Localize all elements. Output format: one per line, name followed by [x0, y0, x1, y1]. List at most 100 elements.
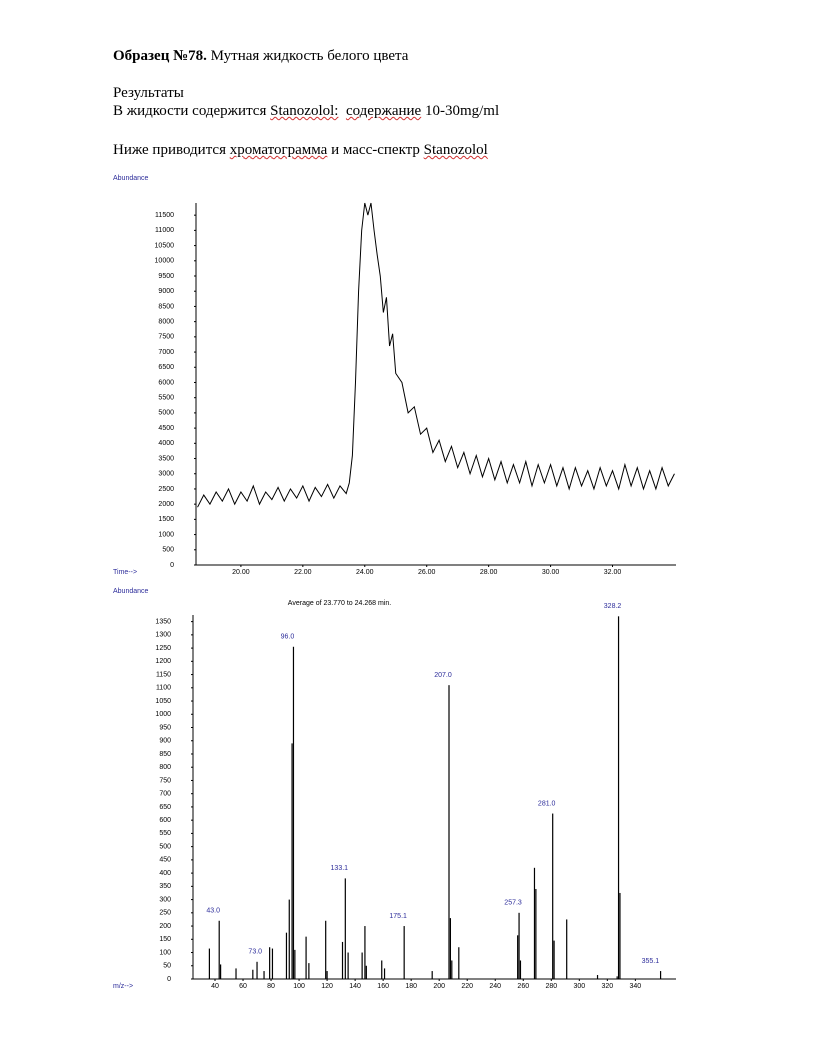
- bar: [292, 646, 295, 979]
- y-tick-label: 0: [170, 562, 174, 569]
- text: хроматограмма: [229, 142, 328, 158]
- bar: [519, 960, 522, 979]
- chromatogram-line: [197, 202, 675, 508]
- bar: [403, 926, 405, 979]
- intro-line: Ниже приводится хроматограмма и масс-спе…: [113, 142, 488, 159]
- y-tick-label: 500: [162, 547, 174, 554]
- bar: [659, 971, 662, 979]
- x-tick-label: 120: [321, 983, 333, 990]
- bar: [291, 743, 293, 979]
- bar: [431, 971, 433, 979]
- x-tick-label: 32.00: [604, 569, 622, 576]
- y-tick-label: 1500: [158, 516, 174, 523]
- y-tick-label: 900: [159, 738, 171, 745]
- bar: [616, 976, 618, 979]
- bar: [252, 969, 254, 979]
- y-tick-label: 300: [159, 896, 171, 903]
- y-tick-label: 350: [159, 883, 171, 890]
- y-tick-label: 9500: [158, 273, 174, 280]
- y-tick-label: 3000: [158, 471, 174, 478]
- bar: [518, 912, 520, 979]
- y-tick-label: 3500: [158, 455, 174, 462]
- bar: [517, 935, 519, 979]
- y-tick-label: 4000: [158, 440, 174, 447]
- y-tick-label: 6000: [158, 379, 174, 386]
- bar: [553, 940, 555, 979]
- y-tick-label: 5500: [158, 395, 174, 402]
- peak-label: 207.0: [434, 672, 452, 679]
- y-tick-label: 8500: [158, 303, 174, 310]
- y-tick-label: 200: [159, 923, 171, 930]
- bar: [305, 936, 307, 979]
- y-tick-label: 2500: [158, 486, 174, 493]
- x-tick-label: 140: [349, 983, 361, 990]
- y-tick-label: 600: [159, 817, 171, 824]
- bar: [263, 971, 265, 979]
- y-tick-label: 800: [159, 764, 171, 771]
- result-line: В жидкости содержится Stanozolol: содерж…: [113, 103, 499, 120]
- bar: [552, 813, 554, 979]
- y-tick-label: 1000: [158, 531, 174, 538]
- x-tick-label: 320: [601, 983, 613, 990]
- y-tick-label: 1100: [156, 685, 171, 692]
- bar: [449, 918, 452, 979]
- y-tick-label: 50: [163, 963, 171, 970]
- title-rest: Мутная жидкость белого цвета: [210, 48, 409, 64]
- bar: [218, 920, 220, 979]
- y-axis-label: Abundance: [113, 175, 149, 182]
- bar: [269, 947, 271, 979]
- y-tick-label: 1250: [155, 645, 171, 652]
- x-tick-label: 28.00: [480, 569, 498, 576]
- bar: [271, 948, 274, 979]
- x-tick-label: 40: [211, 983, 219, 990]
- y-axis-label: Abundance: [113, 588, 149, 595]
- peak-label: 43.0: [206, 908, 220, 915]
- bar: [256, 961, 258, 979]
- title-bold: Образец №78.: [113, 48, 207, 64]
- bar: [325, 920, 327, 979]
- peak-label: 355.1: [642, 958, 660, 965]
- text: 10-30mg/ml: [424, 103, 500, 119]
- peak-label: 328.2: [604, 603, 622, 610]
- bar: [451, 960, 453, 979]
- text: Stanozolol:: [270, 103, 339, 119]
- y-tick-label: 550: [159, 830, 171, 837]
- y-tick-label: 8000: [158, 318, 174, 325]
- y-tick-label: 850: [159, 751, 171, 758]
- y-tick-label: 2000: [158, 501, 174, 508]
- x-tick-label: 22.00: [294, 569, 312, 576]
- text: В жидкости содержится: [113, 103, 267, 119]
- x-axis-label: Time-->: [113, 569, 137, 576]
- bar: [617, 616, 620, 979]
- bar: [383, 968, 386, 979]
- y-tick-label: 1050: [155, 698, 171, 705]
- y-tick-label: 10000: [155, 258, 175, 265]
- bar: [341, 941, 344, 979]
- y-tick-label: 1000: [155, 711, 171, 718]
- x-tick-label: 80: [267, 983, 275, 990]
- bar: [308, 963, 310, 979]
- x-tick-label: 24.00: [356, 569, 374, 576]
- peak-label: 281.0: [538, 800, 556, 807]
- x-tick-label: 100: [293, 983, 305, 990]
- bar: [208, 948, 210, 979]
- x-tick-label: 300: [573, 983, 585, 990]
- y-tick-label: 650: [159, 804, 171, 811]
- bar: [364, 926, 366, 979]
- y-tick-label: 400: [159, 870, 171, 877]
- bar: [347, 952, 349, 979]
- peak-label: 133.1: [331, 865, 349, 872]
- text: Ниже приводится: [113, 142, 226, 158]
- bar: [288, 899, 290, 979]
- text: содержание: [345, 103, 422, 119]
- text: и масс-спектр: [331, 142, 420, 158]
- results-heading: Результаты: [113, 85, 184, 101]
- bar: [381, 960, 383, 979]
- y-tick-label: 950: [159, 724, 171, 731]
- bar: [344, 878, 346, 979]
- y-tick-label: 700: [159, 791, 171, 798]
- bar: [596, 975, 599, 979]
- y-tick-label: 1350: [155, 618, 171, 625]
- x-tick-label: 220: [461, 983, 473, 990]
